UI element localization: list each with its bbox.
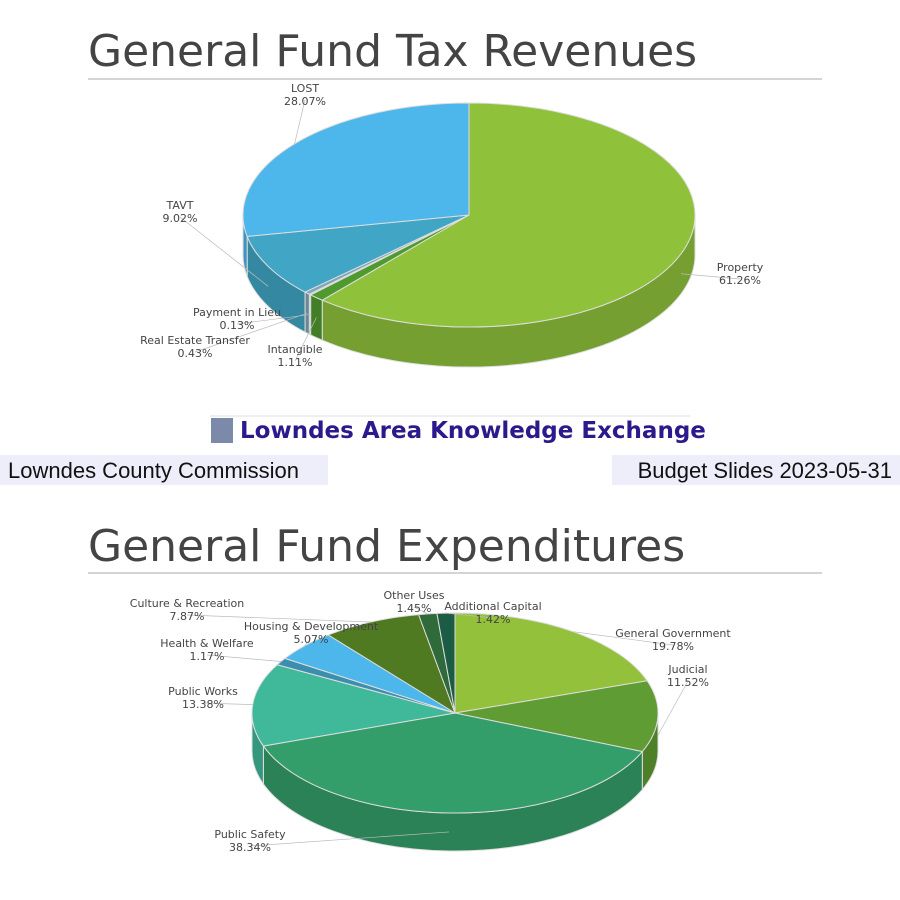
slice [454, 680, 659, 753]
slice-label: Public Works [168, 685, 238, 698]
slice-side [310, 294, 323, 341]
chart-title: General Fund Tax Revenues [88, 26, 697, 77]
value-label: 0.43% [178, 347, 213, 360]
chart-title: General Fund Expenditures [88, 521, 685, 572]
value-label: 1.42% [476, 613, 511, 626]
banner-icon [211, 418, 233, 443]
value-label: 28.07% [284, 95, 326, 108]
value-label: 1.17% [190, 650, 225, 663]
value-label: 9.02% [163, 212, 198, 225]
slice-label: Judicial [667, 663, 707, 676]
footer-right-bg [612, 455, 900, 485]
slice-label: Health & Welfare [160, 637, 254, 650]
value-label: 5.07% [294, 633, 329, 646]
slice [321, 102, 696, 328]
leader-line [681, 273, 741, 280]
leader-line [304, 637, 312, 647]
value-label: 61.26% [719, 274, 761, 287]
slice-side [304, 291, 310, 336]
leader-line [294, 317, 317, 362]
leader-line [186, 614, 371, 623]
slice [327, 614, 456, 715]
value-label: 1.11% [278, 356, 313, 369]
slice-label: Other Uses [383, 589, 444, 602]
leader-line [202, 702, 253, 706]
value-label: 1.45% [397, 602, 432, 615]
slice [251, 664, 456, 747]
value-label: 19.78% [652, 640, 694, 653]
slice-label: TAVT [166, 199, 194, 212]
value-label: 11.52% [667, 676, 709, 689]
slice-label: Property [717, 261, 764, 274]
value-label: 7.87% [170, 610, 205, 623]
leader-line [413, 606, 428, 615]
slice-label: Additional Capital [444, 600, 541, 613]
slice-label: Intangible [267, 343, 322, 356]
slice-label: Housing & Development [244, 620, 379, 633]
slice [242, 102, 470, 237]
banner: Lowndes Area Knowledge Exchange [240, 418, 706, 444]
slice-label: Payment in Lieu [193, 306, 281, 319]
slice [262, 712, 644, 814]
leader-line [194, 312, 308, 353]
value-label: 0.13% [220, 319, 255, 332]
footer-right: Budget Slides 2023-05-31 [638, 458, 892, 483]
slice-label: Real Estate Transfer [140, 334, 250, 347]
leader-line [179, 216, 269, 287]
leader-line [573, 631, 674, 646]
value-label: 38.34% [229, 841, 271, 854]
slice [436, 612, 456, 714]
value-label: 13.38% [182, 698, 224, 711]
leader-line [249, 831, 450, 847]
leader-line [657, 680, 689, 736]
footer-left-bg [0, 455, 328, 485]
footer-left: Lowndes County Commission [8, 458, 299, 483]
slice-label: General Government [615, 627, 731, 640]
slice-label: LOST [291, 82, 319, 95]
leader-line [294, 99, 306, 144]
slice [246, 214, 470, 293]
slice-label: Culture & Recreation [130, 597, 244, 610]
leader-line [206, 654, 281, 662]
leader-line [445, 612, 494, 619]
slice-label: Public Safety [214, 828, 286, 841]
